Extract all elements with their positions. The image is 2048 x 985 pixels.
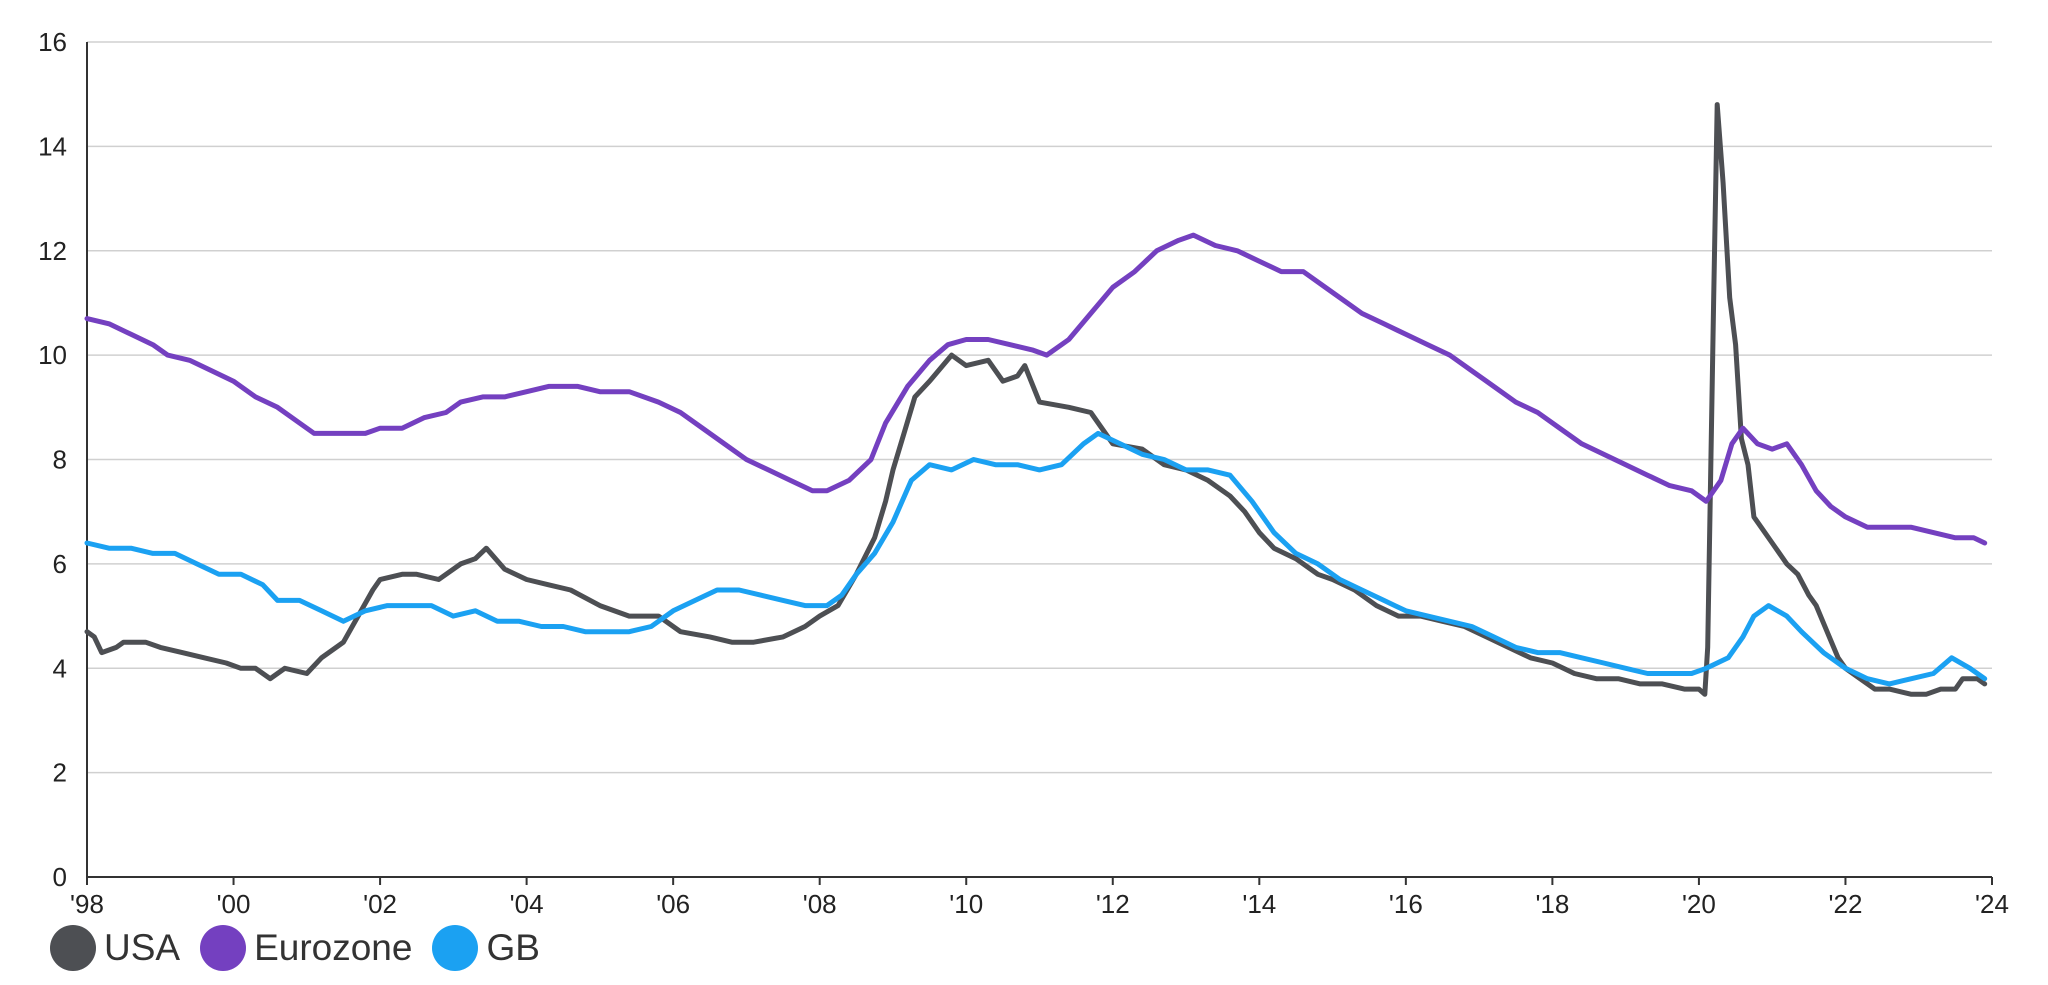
legend-swatch-usa [50,925,96,971]
legend-item-eurozone[interactable]: Eurozone [200,925,412,971]
legend-label-usa: USA [104,927,181,968]
x-tick-label: '24 [1975,889,2009,919]
legend-item-gb[interactable]: GB [432,925,540,971]
y-tick-label: 14 [38,131,67,161]
axes [86,42,1993,885]
x-tick-labels: '98 '00 '02 '04 '06 '08 '10 '12 '14 '16 '18 '20 '22 '… [70,889,2009,919]
x-tick-label: '22 [1829,889,1863,919]
legend-label-eurozone: Eurozone [254,927,413,968]
legend-swatch-eurozone [200,925,247,971]
legend-label-gb: GB [486,927,540,968]
x-tick-label: '02 [363,889,397,919]
x-tick-label: '00 [217,889,251,919]
series-line-eurozone [84,232,1988,546]
series-line-usa [84,102,1988,697]
x-tick-label: '08 [803,889,837,919]
y-tick-label: 0 [53,862,67,892]
legend: USA Eurozone GB [50,925,560,971]
line-chart: 0 2 4 6 8 10 12 14 16 '98 '00 '02 '04 '06 '08 '10 '12 '1… [38,27,2009,919]
y-tick-label: 8 [53,445,67,475]
x-tick-label: '20 [1682,889,1716,919]
y-tick-labels: 0 2 4 6 8 10 12 14 16 [38,27,67,892]
x-tick-label: '18 [1535,889,1569,919]
series-lines [84,102,1988,697]
y-tick-label: 6 [53,549,67,579]
x-tick-label: '10 [949,889,983,919]
y-tick-label: 12 [38,236,67,266]
y-tick-label: 10 [38,340,67,370]
x-tick-label: '06 [656,889,690,919]
x-tick-label: '16 [1389,889,1423,919]
x-tick-label: '98 [70,889,104,919]
series-line-gb [84,430,1988,687]
x-tick-label: '14 [1242,889,1276,919]
x-tick-label: '04 [510,889,544,919]
legend-swatch-gb [432,925,479,971]
legend-item-usa[interactable]: USA [50,925,180,971]
y-tick-label: 2 [53,758,67,788]
y-tick-label: 16 [38,27,67,57]
x-tick-label: '12 [1096,889,1130,919]
y-tick-label: 4 [53,653,67,683]
